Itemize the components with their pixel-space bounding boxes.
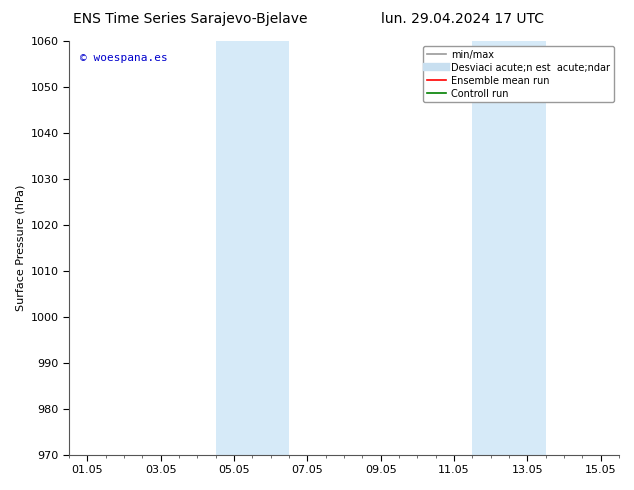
- Legend: min/max, Desviaci acute;n est  acute;ndar, Ensemble mean run, Controll run: min/max, Desviaci acute;n est acute;ndar…: [423, 46, 614, 102]
- Text: © woespana.es: © woespana.es: [80, 53, 168, 64]
- Bar: [472, 41, 509, 455]
- Bar: [216, 41, 252, 455]
- Text: lun. 29.04.2024 17 UTC: lun. 29.04.2024 17 UTC: [381, 12, 545, 26]
- Text: ENS Time Series Sarajevo-Bjelave: ENS Time Series Sarajevo-Bjelave: [73, 12, 307, 26]
- Y-axis label: Surface Pressure (hPa): Surface Pressure (hPa): [15, 185, 25, 311]
- Bar: [509, 41, 546, 455]
- Bar: [252, 41, 289, 455]
